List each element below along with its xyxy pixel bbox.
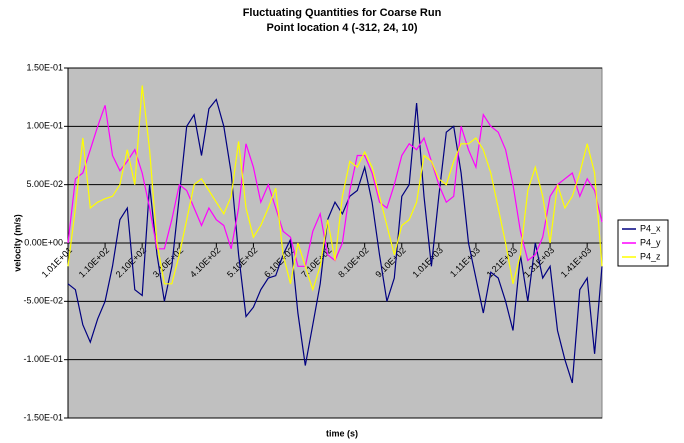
y-tick-label: 0.00E+00 (24, 237, 63, 247)
chart-title: Fluctuating Quantities for Coarse Run (243, 7, 442, 19)
series-line (67, 85, 603, 292)
y-tick-label: -5.00E-02 (23, 296, 63, 306)
x-axis-label: time (s) (326, 428, 358, 438)
y-tick-label: 1.50E-01 (26, 62, 63, 72)
y-tick-label: -1.00E-01 (23, 354, 63, 364)
series-line (67, 98, 603, 384)
y-tick-label: -1.50E-01 (23, 412, 63, 422)
legend-label: P4_z (640, 251, 661, 261)
chart-subtitle: Point location 4 (-312, 24, 10) (267, 22, 418, 34)
legend-label: P4_y (640, 237, 661, 247)
legend-label: P4_x (640, 223, 661, 233)
y-tick-label: 5.00E-02 (26, 179, 63, 189)
y-tick-label: 1.00E-01 (26, 121, 63, 131)
y-axis-label: velocity (m/s) (12, 214, 22, 272)
